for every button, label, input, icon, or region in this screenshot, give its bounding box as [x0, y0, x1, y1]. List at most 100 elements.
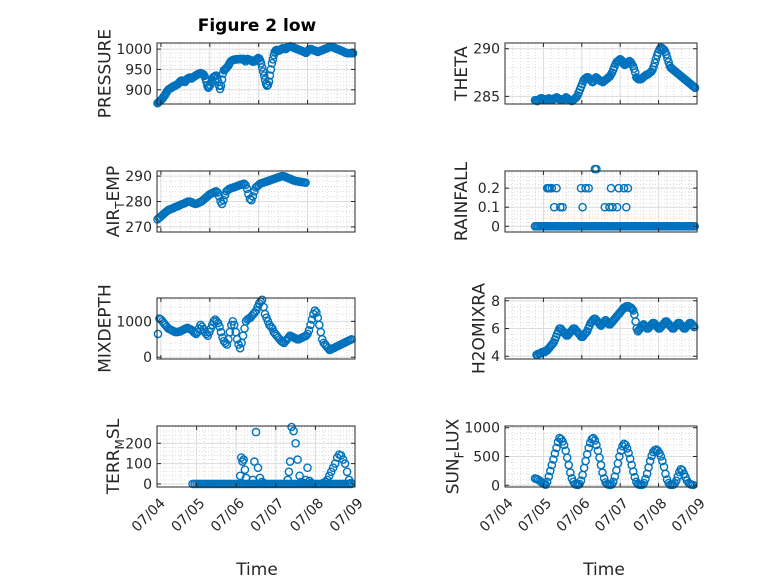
data-point: [622, 444, 632, 453]
data-point: [216, 81, 226, 90]
data-point: [283, 475, 293, 485]
data-point: [549, 202, 559, 212]
panel-rainfall: 0 0.1 0.2 RAINFALL: [452, 161, 700, 241]
data-point: [547, 460, 557, 470]
y-tick-label: 100: [125, 457, 152, 473]
data-point: [589, 433, 598, 443]
data-point: [248, 192, 258, 201]
y-tick-label: 4: [491, 349, 500, 365]
data-point: [688, 81, 698, 91]
y-tick-label: 1000: [116, 42, 152, 58]
data-point: [301, 178, 310, 187]
data-point: [256, 59, 266, 68]
data-point: [550, 449, 560, 458]
y-tick-label: 0: [491, 478, 500, 494]
axes-box: [504, 170, 698, 233]
axes-box: [156, 42, 356, 105]
data-point: [153, 329, 163, 339]
y-tick-label: 950: [125, 62, 152, 78]
data-point: [645, 456, 655, 466]
data-point: [265, 71, 275, 80]
data-point: [581, 183, 590, 193]
data-point: [285, 457, 295, 466]
y-tick-label: 280: [125, 195, 152, 211]
data-point: [630, 472, 640, 482]
axes-box: [156, 425, 356, 488]
data-point: [658, 456, 667, 466]
y-tick-label: 0: [143, 350, 152, 366]
data-point: [235, 343, 245, 353]
x-tick-label: 07/04: [129, 495, 169, 535]
data-point: [656, 452, 666, 461]
y-tick-label: 0: [491, 219, 500, 235]
y-tick-label: 285: [473, 89, 500, 105]
ylabel-pressure: PRESSURE: [96, 29, 116, 118]
data-point: [566, 468, 575, 477]
y-tick-label: 0.1: [478, 200, 500, 216]
data-point: [629, 306, 638, 315]
ylabel-rainfall: RAINFALL: [452, 161, 472, 241]
data-point: [629, 467, 638, 476]
data-point: [251, 427, 261, 437]
data-point: [326, 467, 336, 477]
data-point: [215, 322, 224, 332]
x-tick-label: 07/05: [168, 495, 208, 535]
data-point: [609, 477, 618, 487]
data-point: [242, 184, 252, 194]
data-point: [250, 457, 259, 466]
data-point: [338, 455, 348, 464]
y-tick-label: 0.2: [478, 181, 500, 197]
x-tick-label: 07/07: [248, 495, 288, 535]
data-point: [322, 475, 332, 485]
data-point: [306, 320, 315, 330]
data-point: [236, 453, 246, 462]
data-point: [672, 476, 681, 486]
data-point: [547, 183, 557, 193]
y-tick-label: 8: [491, 294, 500, 310]
axes-box: [156, 297, 356, 360]
data-point: [340, 459, 350, 468]
data-point: [661, 469, 670, 479]
series-mixdepth: [153, 295, 356, 355]
data-point: [241, 180, 250, 190]
data-point: [576, 476, 586, 486]
panel-terrmsl: 0 100 200 07/04 07/05 07/06 07/07 07/08 07/09 TER…: [104, 418, 367, 535]
ylabel-theta: THETA: [452, 46, 472, 102]
data-point: [213, 188, 222, 197]
data-point: [649, 62, 658, 72]
x-tick-label: 07/08: [630, 495, 670, 535]
data-point: [219, 195, 228, 205]
grid: [504, 171, 698, 232]
grid: [504, 426, 698, 487]
data-point: [552, 183, 561, 193]
data-point: [608, 202, 617, 212]
series-h2omixra: [532, 301, 699, 360]
data-point: [647, 67, 656, 76]
ylabel-sunflux: SUNFLUX: [444, 418, 467, 494]
data-point: [548, 339, 557, 349]
data-point: [615, 452, 624, 461]
x-tick-label: 07/06: [208, 495, 248, 535]
data-point: [627, 304, 637, 314]
data-point: [690, 221, 700, 231]
data-point: [289, 426, 298, 436]
data-point: [590, 436, 600, 445]
series-theta: [530, 43, 700, 106]
data-point: [558, 202, 567, 212]
data-point: [624, 448, 633, 458]
data-point: [253, 463, 263, 473]
plot-area: [505, 171, 697, 232]
data-point: [259, 71, 269, 80]
data-point: [293, 455, 302, 464]
data-point: [619, 183, 629, 193]
y-tick-label: 200: [125, 436, 152, 452]
x-tick-label: 07/08: [287, 495, 327, 535]
data-point: [305, 476, 314, 486]
data-point: [336, 451, 346, 460]
xlabel-right: Time: [582, 560, 625, 580]
data-point: [598, 468, 607, 477]
